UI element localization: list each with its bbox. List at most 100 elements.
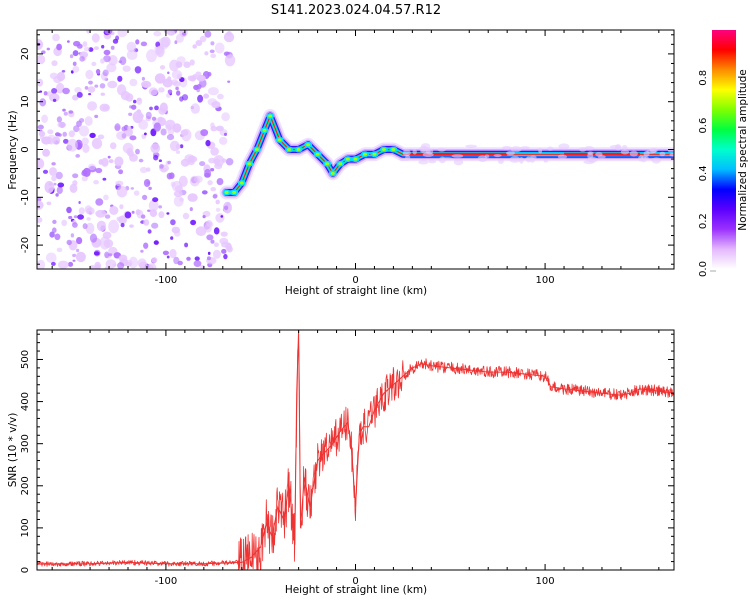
noise-speck <box>210 187 216 192</box>
noise-speck <box>69 54 74 59</box>
noise-speck <box>88 93 92 96</box>
noise-speck <box>125 259 133 266</box>
noise-speck <box>190 219 197 226</box>
noise-speck <box>125 93 134 102</box>
noise-speck <box>173 195 184 207</box>
ridge-halo <box>609 144 622 149</box>
noise-speck <box>215 199 220 205</box>
ridge-blob-core <box>287 148 292 151</box>
noise-speck <box>179 144 184 149</box>
noise-speck <box>215 213 225 223</box>
ridge-halo <box>547 146 554 151</box>
noise-speck <box>49 167 57 176</box>
noise-speck <box>56 186 63 195</box>
noise-speck <box>108 253 113 257</box>
noise-speck <box>217 93 224 100</box>
noise-speck <box>147 263 157 269</box>
ridge-blob-core <box>353 157 358 161</box>
noise-speck <box>139 261 148 269</box>
noise-speck <box>86 30 91 34</box>
noise-speck <box>94 261 102 269</box>
noise-speck <box>107 80 118 89</box>
ridge-halo <box>659 151 666 157</box>
noise-speck <box>149 106 153 111</box>
noise-speck <box>52 219 57 224</box>
noise-speck <box>194 256 200 261</box>
noise-speck <box>166 134 175 141</box>
noise-speck <box>134 66 142 74</box>
noise-speck <box>163 30 171 34</box>
figure-title: S141.2023.024.04.57.R12 <box>271 3 441 18</box>
noise-speck <box>119 204 124 210</box>
noise-speck <box>150 143 161 154</box>
noise-speck <box>169 172 175 179</box>
noise-speck <box>210 122 215 128</box>
noise-speck <box>37 259 46 269</box>
noise-speck <box>43 91 48 96</box>
noise-speck <box>68 110 74 114</box>
noise-speck <box>158 205 162 209</box>
noise-speck <box>53 182 57 186</box>
ridge-halo <box>529 155 537 160</box>
noise-speck <box>72 61 77 66</box>
noise-speck <box>159 65 166 70</box>
noise-speck <box>37 124 44 130</box>
noise-speck <box>74 87 82 93</box>
noise-speck <box>63 138 69 144</box>
colorbar-tick-label: 0.6 <box>698 118 709 134</box>
ridge-halo <box>498 158 504 164</box>
noise-speck <box>51 88 58 94</box>
noise-speck <box>183 61 191 68</box>
noise-speck <box>70 233 75 238</box>
noise-speck <box>117 262 125 269</box>
noise-speck <box>226 245 233 253</box>
noise-speck <box>204 51 209 56</box>
noise-speck <box>175 86 179 91</box>
noise-speck <box>131 210 135 214</box>
ridge-blob-core <box>247 162 252 166</box>
noise-speck <box>41 136 52 145</box>
noise-speck <box>153 122 161 132</box>
x-tick-label: -100 <box>155 275 178 286</box>
ridge-blob-core <box>262 128 267 132</box>
noise-speck <box>101 157 109 167</box>
ridge-blob-core <box>224 191 229 194</box>
ridge-halo <box>583 159 595 165</box>
ridge-halo <box>587 152 594 160</box>
noise-speck <box>109 142 117 150</box>
noise-speck <box>97 134 105 140</box>
noise-speck <box>204 168 212 178</box>
noise-speck <box>67 138 78 152</box>
noise-speck <box>93 180 99 185</box>
noise-speck <box>158 87 165 93</box>
noise-speck <box>57 121 66 128</box>
noise-speck <box>186 256 191 261</box>
colorbar: 0.0 0.2 0.4 0.6 0.8 Normalized spectral ampl… <box>698 30 749 277</box>
noise-speck <box>91 33 100 43</box>
ridge-halo <box>621 145 628 150</box>
noise-speck <box>138 119 149 130</box>
ridge-halo <box>651 157 661 164</box>
ridge-halo <box>638 155 644 162</box>
noise-speck <box>195 226 207 237</box>
noise-speck <box>95 209 107 218</box>
noise-speck <box>46 201 52 206</box>
noise-speck <box>91 138 103 149</box>
noise-speck <box>107 155 111 159</box>
noise-speck <box>145 111 152 120</box>
noise-speck <box>82 41 88 47</box>
noise-speck <box>221 112 230 122</box>
noise-speck <box>189 207 193 212</box>
noise-speck <box>116 185 128 198</box>
noise-speck <box>116 131 127 141</box>
noise-speck <box>95 167 103 174</box>
ridge-blob-core <box>306 143 311 147</box>
noise-speck <box>122 65 131 72</box>
noise-speck <box>128 112 133 117</box>
noise-speck <box>41 50 46 54</box>
noise-speck <box>102 177 107 181</box>
noise-speck <box>37 200 44 210</box>
noise-speck <box>89 132 96 139</box>
noise-speck <box>207 180 213 186</box>
